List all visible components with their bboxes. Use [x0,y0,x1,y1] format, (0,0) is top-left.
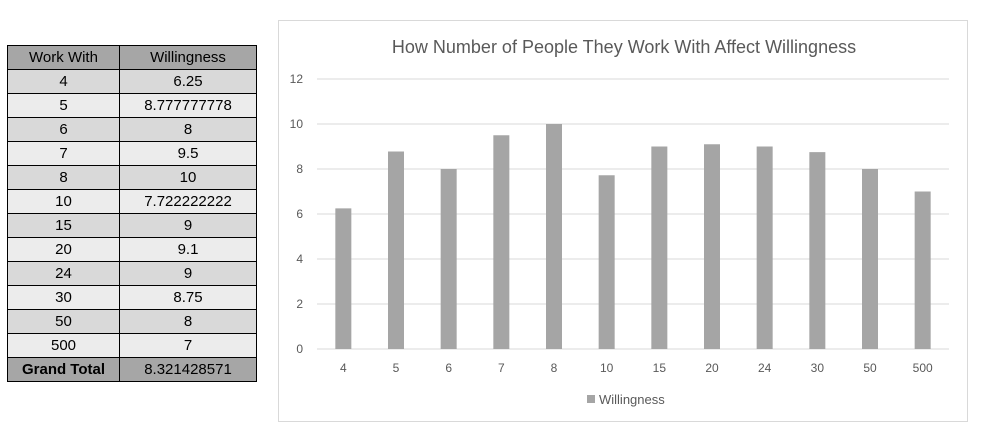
column-header-work-with[interactable]: Work With [7,45,120,70]
cell-willingness[interactable]: 8 [119,117,257,142]
chart-area[interactable]: How Number of People They Work With Affe… [278,20,968,422]
bar-chart: How Number of People They Work With Affe… [290,37,949,407]
table-row: 10 7.722222222 [7,189,257,214]
y-tick-label: 6 [296,207,303,221]
bar[interactable] [862,169,878,349]
x-tick-label: 5 [393,361,400,375]
bar[interactable] [651,146,668,350]
cell-willingness[interactable]: 10 [119,165,257,190]
chart-title: How Number of People They Work With Affe… [392,37,856,57]
x-tick-label: 50 [863,361,877,375]
x-tick-label: 30 [811,361,825,375]
cell-work-with[interactable]: 10 [7,189,120,214]
x-tick-label: 20 [705,361,719,375]
cell-willingness[interactable]: 9.1 [119,237,257,262]
table-row: 20 9.1 [7,237,257,262]
bar[interactable] [546,124,562,349]
y-tick-label: 2 [296,297,303,311]
y-tick-label: 4 [296,252,303,266]
cell-willingness[interactable]: 7.722222222 [119,189,257,214]
cell-work-with[interactable]: 6 [7,117,120,142]
x-tick-label: 24 [758,361,772,375]
grand-total-label[interactable]: Grand Total [7,357,120,382]
table-header-row: Work With Willingness [7,45,257,70]
cell-willingness[interactable]: 6.25 [119,69,257,94]
cell-work-with[interactable]: 50 [7,309,120,334]
chart-legend: Willingness [587,392,665,407]
gridlines [317,78,949,350]
y-tick-label: 0 [296,342,303,356]
x-tick-label: 7 [498,361,505,375]
bar[interactable] [809,152,826,349]
cell-work-with[interactable]: 30 [7,285,120,310]
pivot-table: Work With Willingness 4 6.25 5 8.777777778 6… [7,45,257,382]
x-tick-label: 8 [551,361,558,375]
x-axis-ticks: 4 5 6 7 8 10 15 20 24 30 50 500 [340,361,933,375]
x-tick-label: 4 [340,361,347,375]
bar[interactable] [914,191,931,350]
table-row: 4 6.25 [7,69,257,94]
grand-total-value[interactable]: 8.321428571 [119,357,257,382]
bar[interactable] [756,146,773,350]
table-row: 15 9 [7,213,257,238]
legend-label: Willingness [599,392,665,407]
cell-work-with[interactable]: 15 [7,213,120,238]
x-tick-label: 10 [600,361,614,375]
cell-work-with[interactable]: 500 [7,333,120,358]
bar[interactable] [493,135,510,349]
table-row: 8 10 [7,165,257,190]
cell-willingness[interactable]: 7 [119,333,257,358]
bar[interactable] [388,151,404,350]
cell-work-with[interactable]: 7 [7,141,120,166]
grand-total-row: Grand Total 8.321428571 [7,357,257,382]
cell-willingness[interactable]: 8 [119,309,257,334]
x-tick-label: 15 [653,361,667,375]
bar[interactable] [704,144,720,349]
x-tick-label: 500 [913,361,933,375]
table-row: 500 7 [7,333,257,358]
cell-willingness[interactable]: 9.5 [119,141,257,166]
cell-work-with[interactable]: 5 [7,93,120,118]
y-tick-label: 12 [290,72,304,86]
cell-work-with[interactable]: 20 [7,237,120,262]
y-axis-ticks: 0 2 4 6 8 10 12 [290,72,304,356]
y-tick-label: 10 [290,117,304,131]
bar[interactable] [335,208,352,349]
bar-series [335,124,931,350]
y-tick-label: 8 [296,162,303,176]
table-row: 24 9 [7,261,257,286]
legend-swatch [587,395,595,403]
cell-work-with[interactable]: 8 [7,165,120,190]
bar[interactable] [440,169,457,349]
bar[interactable] [598,175,615,349]
cell-willingness[interactable]: 8.75 [119,285,257,310]
table-row: 50 8 [7,309,257,334]
cell-willingness[interactable]: 8.777777778 [119,93,257,118]
cell-willingness[interactable]: 9 [119,261,257,286]
table-row: 7 9.5 [7,141,257,166]
cell-work-with[interactable]: 4 [7,69,120,94]
column-header-willingness[interactable]: Willingness [119,45,257,70]
table-row: 5 8.777777778 [7,93,257,118]
cell-willingness[interactable]: 9 [119,213,257,238]
table-row: 30 8.75 [7,285,257,310]
x-tick-label: 6 [445,361,452,375]
cell-work-with[interactable]: 24 [7,261,120,286]
table-body: 4 6.25 5 8.777777778 6 8 7 9.5 8 10 10 7.722222222 1… [7,69,257,358]
